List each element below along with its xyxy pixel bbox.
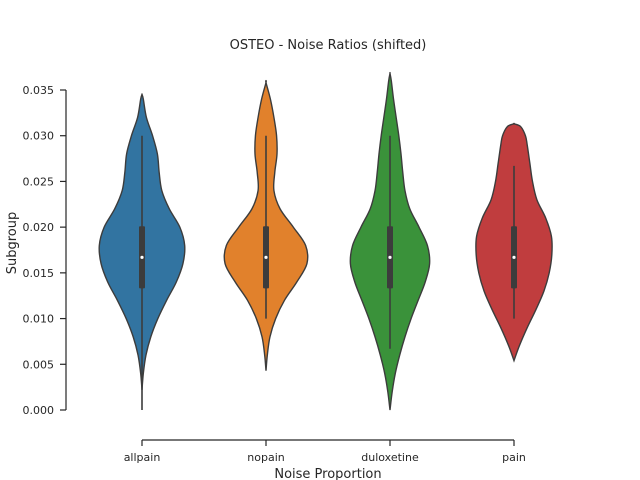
x-tick-label: duloxetine <box>361 451 419 464</box>
x-axis-label: Noise Proportion <box>274 467 381 480</box>
y-tick-label: 0.000 <box>23 404 55 417</box>
y-tick-label: 0.015 <box>23 267 55 280</box>
median-dot-nopain <box>264 255 268 259</box>
median-dot-pain <box>512 255 516 259</box>
y-tick-label: 0.030 <box>23 130 55 143</box>
y-tick-label: 0.035 <box>23 84 55 97</box>
median-dot-allpain <box>140 255 144 259</box>
violin-group-nopain <box>223 79 309 371</box>
chart-title: OSTEO - Noise Ratios (shifted) <box>230 38 427 53</box>
x-tick-label: allpain <box>124 451 161 464</box>
x-tick-label: pain <box>502 451 526 464</box>
y-tick-label: 0.010 <box>23 313 55 326</box>
y-axis-label: Subgroup <box>5 212 20 275</box>
x-tick-label: nopain <box>247 451 284 464</box>
median-dot-duloxetine <box>388 255 392 259</box>
x-ticks: allpain nopain duloxetine pain <box>124 440 526 464</box>
y-tick-label: 0.020 <box>23 221 55 234</box>
violin-group-duloxetine <box>349 71 431 411</box>
violins <box>98 71 553 411</box>
violin-group-allpain <box>98 93 186 410</box>
y-tick-label: 0.005 <box>23 358 55 371</box>
y-tick-label: 0.025 <box>23 175 55 188</box>
violin-group-pain <box>475 122 553 363</box>
y-ticks: 0.000 0.005 0.010 0.015 0.020 0.025 0.030 0.035 <box>23 84 66 417</box>
